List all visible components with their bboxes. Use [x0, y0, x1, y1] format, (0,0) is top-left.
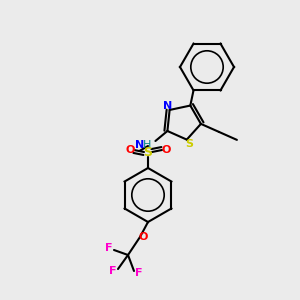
Text: N: N [135, 140, 144, 150]
Text: S: S [186, 139, 194, 148]
Text: O: O [125, 145, 135, 155]
Text: S: S [143, 146, 152, 158]
Text: F: F [109, 266, 117, 276]
Text: N: N [163, 101, 172, 111]
Text: O: O [138, 232, 148, 242]
Text: H: H [143, 140, 152, 150]
Text: F: F [105, 243, 113, 253]
Text: F: F [135, 268, 143, 278]
Text: O: O [161, 145, 171, 155]
